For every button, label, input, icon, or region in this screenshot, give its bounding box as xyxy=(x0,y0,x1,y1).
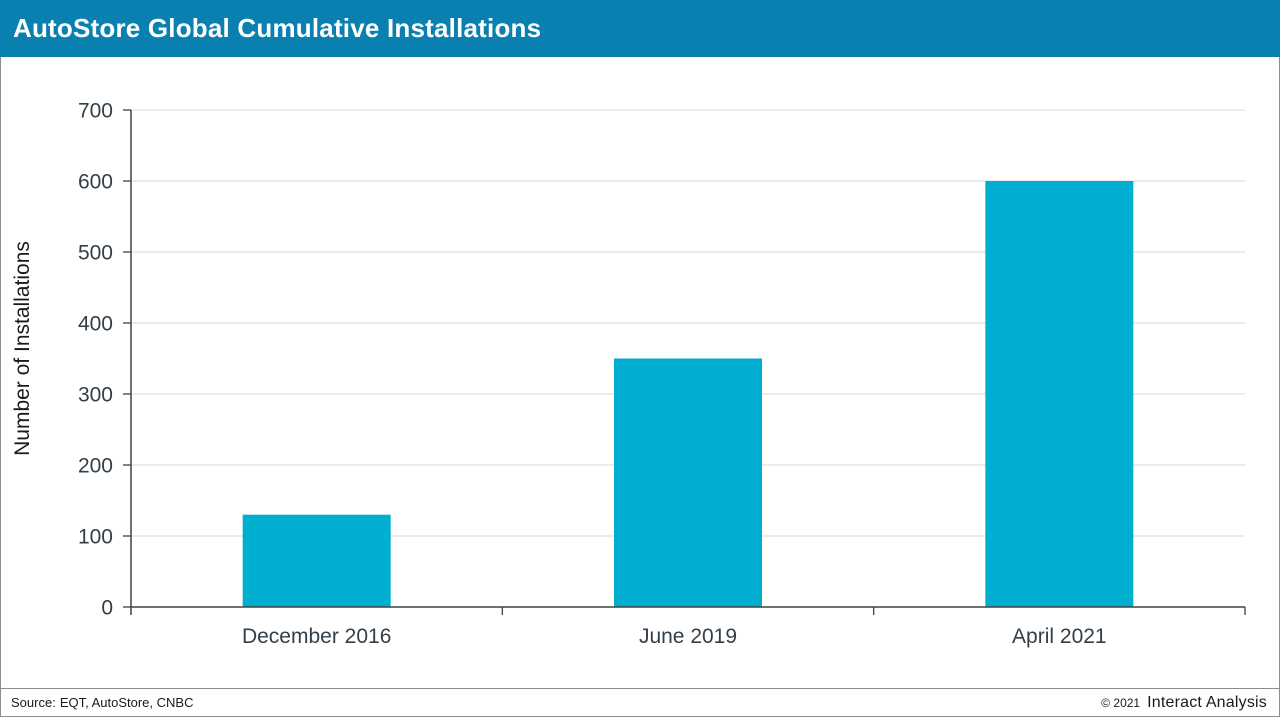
y-axis-title: Number of Installations xyxy=(11,241,34,456)
y-tick-label-300: 300 xyxy=(78,384,113,407)
source-label: Source: xyxy=(11,695,56,710)
footer: Source: EQT, AutoStore, CNBC © 2021 Inter… xyxy=(1,688,1279,716)
brand-block: © 2021 Interact Analysis xyxy=(1101,694,1267,712)
x-tick-label-december-2016: December 2016 xyxy=(242,625,391,648)
y-tick-label-600: 600 xyxy=(78,171,113,194)
y-tick-label-500: 500 xyxy=(78,242,113,265)
source-note: Source: EQT, AutoStore, CNBC xyxy=(11,695,193,710)
x-tick-label-june-2019: June 2019 xyxy=(639,625,737,648)
chart-header: AutoStore Global Cumulative Installation… xyxy=(0,0,1280,57)
y-tick-label-0: 0 xyxy=(101,597,113,620)
bar-december-2016 xyxy=(242,514,391,607)
y-tick-label-700: 700 xyxy=(78,100,113,123)
bar-chart: 0 100 200 300 400 500 600 700 December 2016 June … xyxy=(1,57,1279,688)
y-tick-label-200: 200 xyxy=(78,455,113,478)
chart-frame: 0 100 200 300 400 500 600 700 December 2016 June … xyxy=(0,57,1280,717)
chart-title: AutoStore Global Cumulative Installation… xyxy=(13,13,542,43)
bar-june-2019 xyxy=(614,358,762,607)
y-tick-label-400: 400 xyxy=(78,313,113,336)
y-tick-label-100: 100 xyxy=(78,526,113,549)
brand-name: Interact Analysis xyxy=(1147,693,1267,711)
source-text: EQT, AutoStore, CNBC xyxy=(59,695,194,710)
bar-chart-canvas: 0 100 200 300 400 500 600 700 December 2016 June … xyxy=(11,100,1246,648)
x-tick-label-april-2021: April 2021 xyxy=(1012,625,1107,648)
bar-april-2021 xyxy=(985,181,1134,607)
copyright-text: © 2021 xyxy=(1101,695,1141,710)
